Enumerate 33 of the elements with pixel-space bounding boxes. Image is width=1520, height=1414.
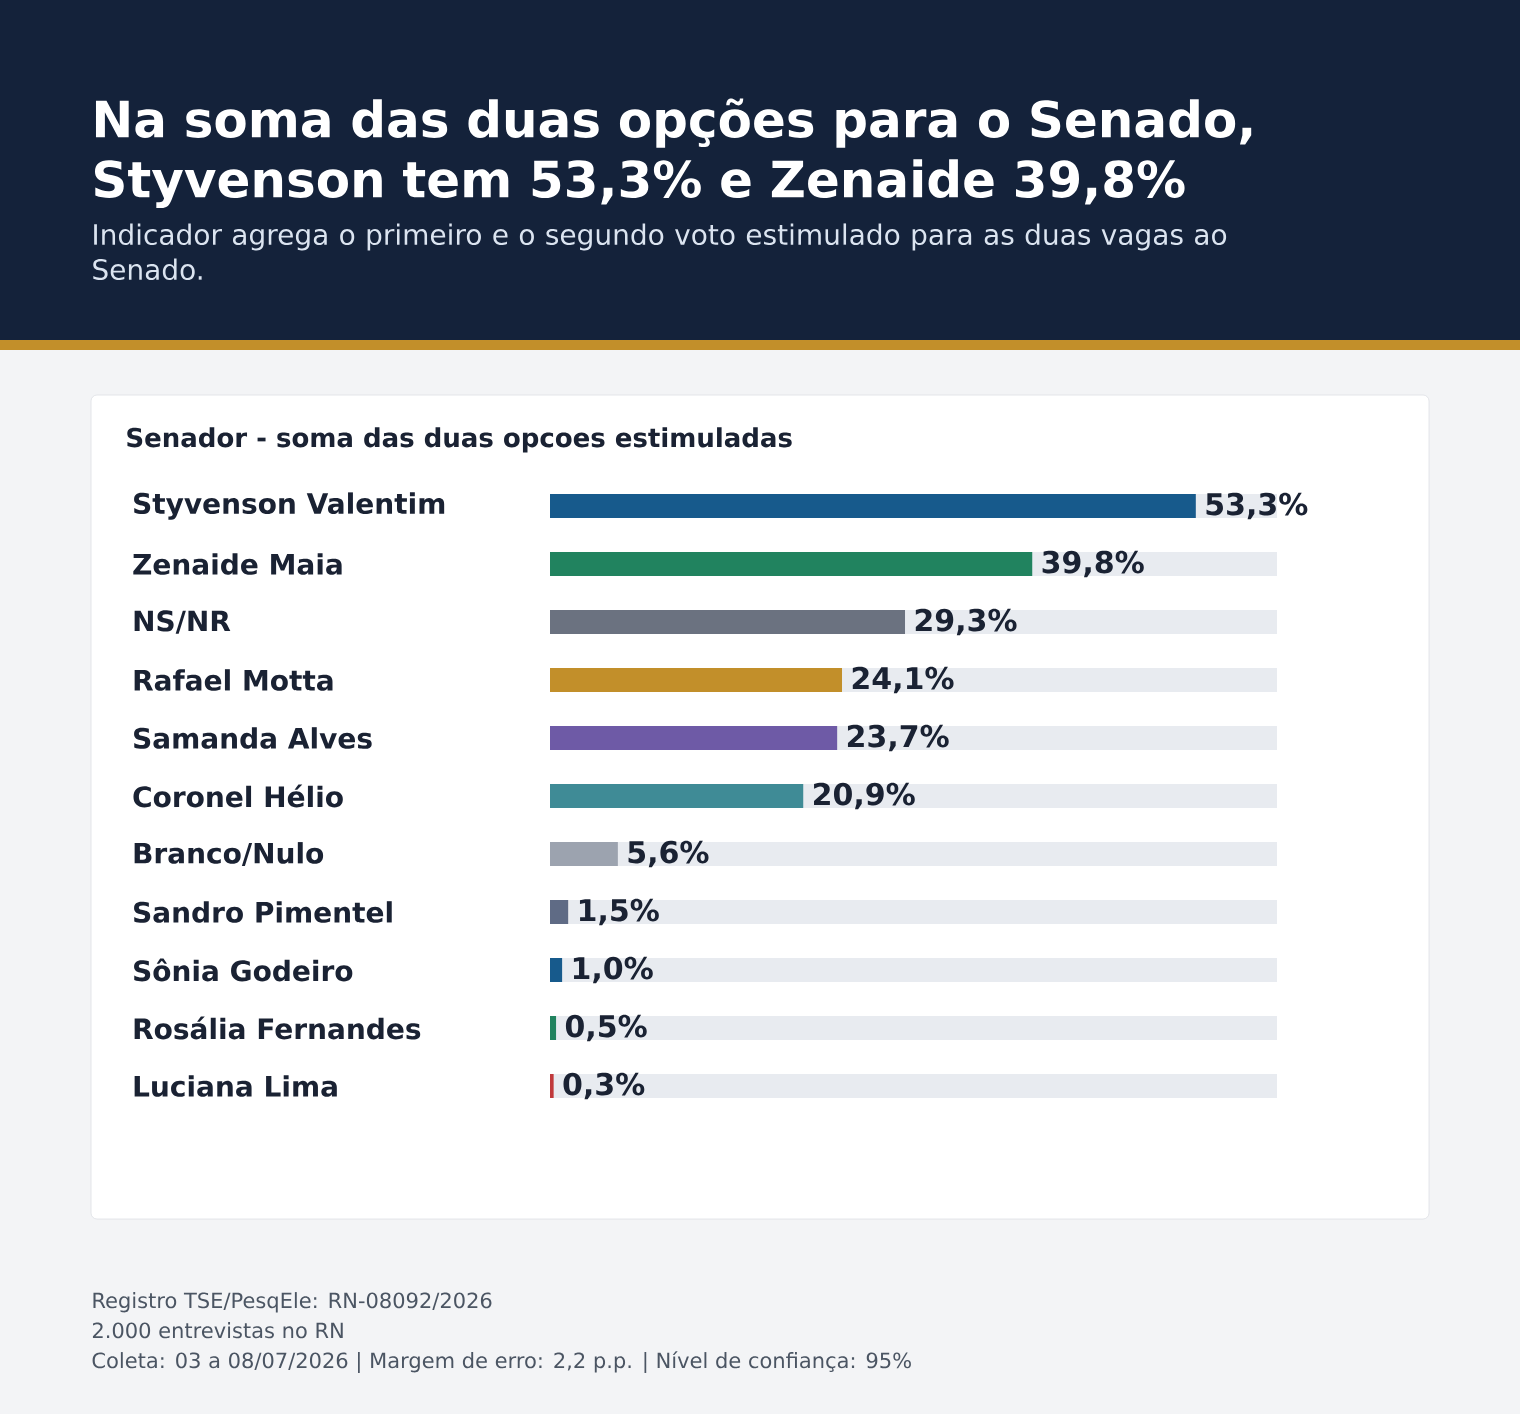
y-tick-label: Rosália Fernandes xyxy=(134,1016,421,1040)
data-label: 5,6% xyxy=(628,840,709,868)
bar xyxy=(550,958,563,983)
y-tick-label: Branco/Nulo xyxy=(134,842,324,866)
text: Coleta: 03 a 08/07/2026 | Margem de erro: 2,2 p.p. | Nível de confiança: 95% xyxy=(92,1351,911,1373)
y-tick-label: Rafael Motta xyxy=(134,669,333,691)
data-label: 0,5% xyxy=(565,1014,647,1042)
data-label: 0,3% xyxy=(563,1072,645,1100)
y-tick-label: Sônia Godeiro xyxy=(134,958,353,982)
data-label: 39,8% xyxy=(1042,550,1144,578)
data-label: 1,0% xyxy=(573,956,653,984)
y-tick-label: Styvenson Valentim xyxy=(134,492,445,520)
data-label: 29,3% xyxy=(915,608,1017,636)
chart-title: Na soma das duas opções para o Senado, Styvenson tem 53,3% e Zenaide 39,8% xyxy=(94,98,1252,209)
chart-subtitle: Indicador agrega o primeiro e o segundo voto estimulado para as duas vagas ao Senado. xyxy=(93,223,1227,281)
y-tick-label: Luciana Lima xyxy=(134,1075,337,1097)
bar xyxy=(550,842,618,867)
data-label: 1,5% xyxy=(579,898,659,926)
y-tick-label: NS/NR xyxy=(134,610,231,634)
data-label: 23,7% xyxy=(847,724,949,752)
text: Registro TSE/PesqEle: RN-08092/2026 xyxy=(93,1292,492,1313)
y-tick-label: Zenaide Maia xyxy=(133,553,342,575)
bar xyxy=(550,1016,557,1041)
y-tick-label: Sandro Pimentel xyxy=(134,901,392,923)
data-label: 20,9% xyxy=(814,782,915,810)
bar xyxy=(550,1074,554,1099)
text: 2.000 entrevistas no RN xyxy=(92,1322,343,1339)
y-tick-label: Coronel Hélio xyxy=(133,784,343,808)
text: Senador - soma das duas opcoes estimuladas xyxy=(127,427,792,453)
data-label: 24,1% xyxy=(852,666,954,694)
data-label: 53,3% xyxy=(1206,492,1308,520)
y-tick-label: Samanda Alves xyxy=(134,727,372,749)
bar xyxy=(550,900,569,925)
